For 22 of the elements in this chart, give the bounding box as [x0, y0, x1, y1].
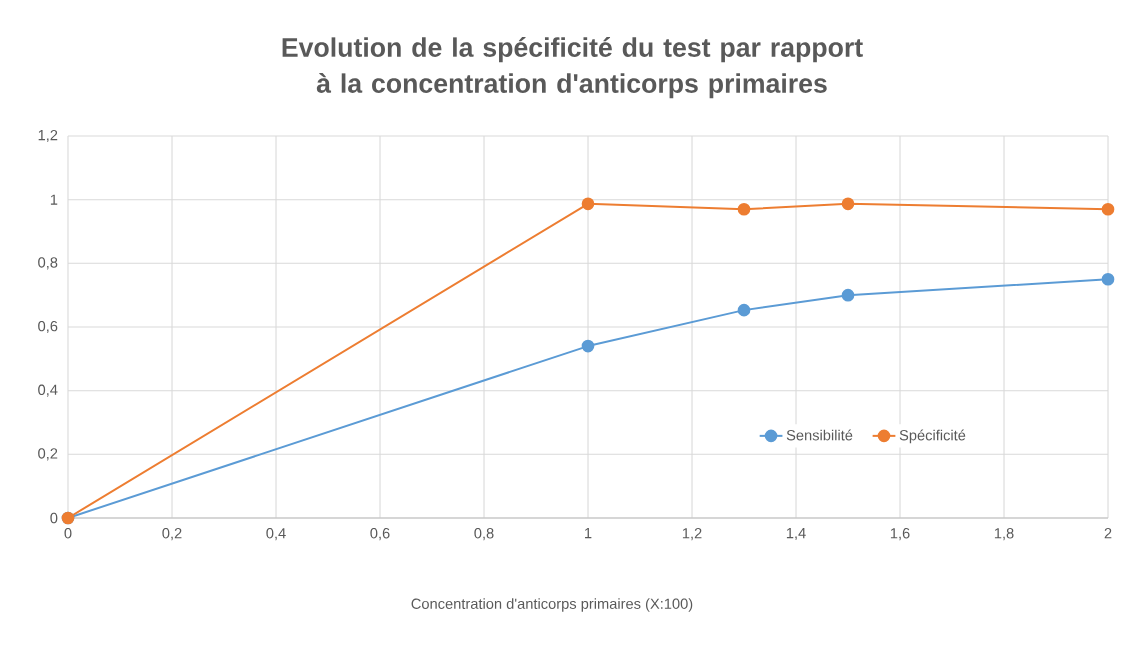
y-tick-label: 0,8	[38, 257, 58, 270]
legend-label: Spécificité	[899, 429, 966, 444]
y-tick-label: 0,4	[38, 384, 58, 397]
x-tick-label: 0,4	[266, 528, 286, 541]
y-tick-label: 0	[50, 512, 58, 524]
x-tick-label: 0,8	[474, 528, 494, 541]
x-tick-label: 1,6	[890, 528, 910, 541]
x-tick-label: 0	[64, 528, 72, 539]
y-tick-label: 1	[50, 194, 58, 205]
x-tick-label: 1,2	[682, 528, 702, 541]
x-axis-title: Concentration d'anticorps primaires (X:100)	[411, 598, 693, 612]
x-tick-label: 0,6	[370, 528, 390, 541]
legend-label: Sensibilité	[786, 429, 853, 441]
x-tick-label: 1,4	[786, 528, 806, 541]
y-tick-label: 0,2	[38, 448, 58, 461]
x-tick-label: 2	[1104, 528, 1112, 539]
y-tick-label: 0,6	[38, 320, 58, 334]
chart-title: Evolution de la spécificité du test par rapport à la concentration d'anticorps primaires	[282, 37, 863, 99]
x-tick-label: 1	[585, 528, 592, 539]
y-tick-label: 1,2	[38, 129, 58, 143]
x-tick-label: 1,8	[994, 528, 1014, 541]
x-tick-label: 0,2	[162, 528, 182, 541]
